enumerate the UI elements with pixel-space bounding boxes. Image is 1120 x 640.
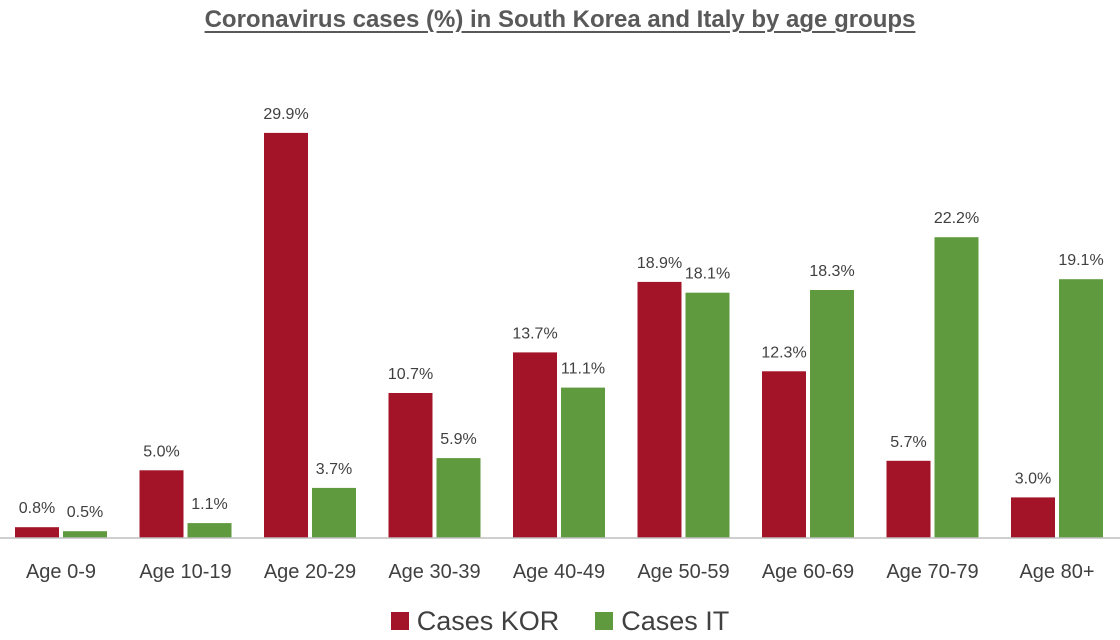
x-tick-label-8: Age 80+ (1019, 561, 1094, 583)
x-tick-label-7: Age 70-79 (886, 561, 978, 583)
data-label-it-3: 5.9% (440, 431, 476, 448)
x-tick-label-0: Age 0-9 (26, 561, 96, 583)
bar-kor-0 (15, 527, 59, 538)
x-tick-label-5: Age 50-59 (637, 561, 729, 583)
bar-kor-3 (388, 393, 433, 538)
bar-it-3 (436, 458, 481, 538)
data-label-it-8: 19.1% (1058, 252, 1103, 269)
data-labels-layer: 0.8% 0.5% 5.0% 1.1% 29.9% 3.7% 10.7% 5.9% 13.7% 1… (19, 106, 1104, 521)
data-label-it-2: 3.7% (316, 461, 352, 478)
x-tick-label-3: Age 30-39 (388, 561, 480, 583)
data-label-it-1: 1.1% (191, 496, 227, 513)
x-tick-label-6: Age 60-69 (762, 561, 854, 583)
data-label-kor-7: 5.7% (890, 434, 926, 451)
bar-kor-5 (637, 281, 682, 538)
data-label-kor-5: 18.9% (637, 255, 682, 272)
bar-it-0 (63, 531, 107, 538)
x-tick-label-4: Age 40-49 (513, 561, 605, 583)
data-label-kor-0: 0.8% (19, 500, 55, 517)
bar-kor-6 (762, 371, 806, 538)
bar-it-8 (1059, 279, 1103, 538)
data-label-it-0: 0.5% (67, 504, 103, 521)
x-tick-label-1: Age 10-19 (139, 561, 231, 583)
legend-swatch-kor (390, 612, 409, 630)
legend-item-it: Cases IT (595, 604, 729, 638)
data-label-it-5: 18.1% (685, 266, 730, 283)
legend-label-kor: Cases KOR (416, 606, 560, 636)
legend: Cases KOR Cases IT (0, 604, 1120, 638)
bar-kor-8 (1011, 497, 1055, 539)
bars-layer (15, 132, 1103, 539)
data-label-kor-6: 12.3% (761, 344, 806, 361)
bar-kor-1 (139, 470, 184, 539)
bar-it-7 (934, 237, 979, 538)
legend-label-it: Cases IT (621, 606, 730, 636)
x-tick-label-2: Age 20-29 (264, 561, 356, 583)
data-label-it-7: 22.2% (934, 210, 979, 227)
x-tick-labels-layer: Age 0-9 Age 10-19 Age 20-29 Age 30-39 Age 40… (26, 561, 1095, 583)
bar-chart: 0.8% 0.5% 5.0% 1.1% 29.9% 3.7% 10.7% 5.9% 13.7% 1… (0, 106, 1120, 583)
data-label-it-6: 18.3% (809, 263, 854, 280)
bar-it-4 (561, 387, 605, 538)
legend-swatch-it (595, 612, 614, 630)
bar-kor-7 (886, 460, 931, 538)
data-label-kor-8: 3.0% (1015, 470, 1051, 487)
bar-it-5 (685, 292, 730, 538)
data-label-kor-2: 29.9% (263, 106, 308, 123)
chart-title: Coronavirus cases (%) in South Korea and… (204, 6, 916, 33)
bar-kor-4 (513, 352, 557, 538)
bar-it-2 (312, 487, 356, 538)
bar-it-6 (810, 290, 854, 538)
data-label-kor-3: 10.7% (388, 366, 433, 383)
data-label-kor-1: 5.0% (143, 443, 179, 460)
data-label-it-4: 11.1% (561, 361, 605, 378)
data-label-kor-4: 13.7% (512, 325, 557, 342)
bar-kor-2 (264, 132, 308, 538)
legend-item-kor: Cases KOR (390, 604, 560, 638)
bar-it-1 (187, 523, 232, 538)
